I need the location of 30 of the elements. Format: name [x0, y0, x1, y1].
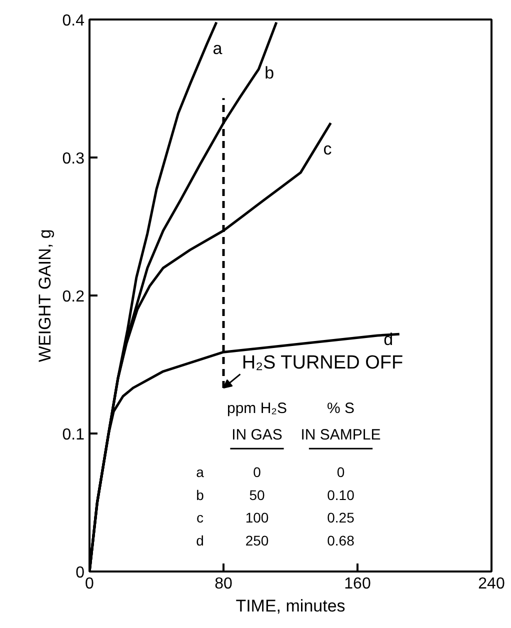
y-tick-label: 0.1 — [62, 426, 85, 444]
series-label: b — [264, 64, 274, 83]
x-tick-label: 80 — [214, 576, 232, 592]
annotation: 0 — [336, 464, 345, 480]
annotation: % S — [326, 400, 355, 418]
annotation: d — [196, 532, 204, 548]
x-tick-label: 160 — [344, 576, 371, 592]
annotation: 0.10 — [327, 486, 355, 503]
annotation: IN GAS — [232, 426, 282, 444]
annotation: ppm H₂S — [226, 400, 288, 418]
series-label: a — [212, 38, 223, 58]
annotation: IN SAMPLE — [300, 426, 381, 444]
annotation: H₂S TURNED OFF — [242, 352, 404, 374]
annotation: 0.68 — [327, 532, 355, 548]
series-label: c — [323, 140, 332, 159]
annotation: b — [196, 486, 204, 503]
annotation: 50 — [249, 486, 265, 503]
annotation: c — [196, 510, 204, 526]
x-tick-label: 240 — [478, 576, 505, 592]
y-tick-label: 0.3 — [62, 150, 85, 168]
annotation: 250 — [245, 532, 269, 548]
y-tick-label: 0.4 — [62, 12, 85, 30]
y-axis-title: WEIGHT GAIN, g — [35, 229, 54, 362]
y-tick-label: 0 — [76, 564, 85, 582]
y-tick-label: 0.2 — [62, 288, 85, 306]
annotation: a — [196, 464, 204, 480]
annotation: 100 — [245, 510, 269, 526]
annotation: 0 — [253, 464, 262, 480]
x-axis-title: TIME, minutes — [236, 596, 346, 616]
annotation: 0.25 — [327, 510, 355, 526]
